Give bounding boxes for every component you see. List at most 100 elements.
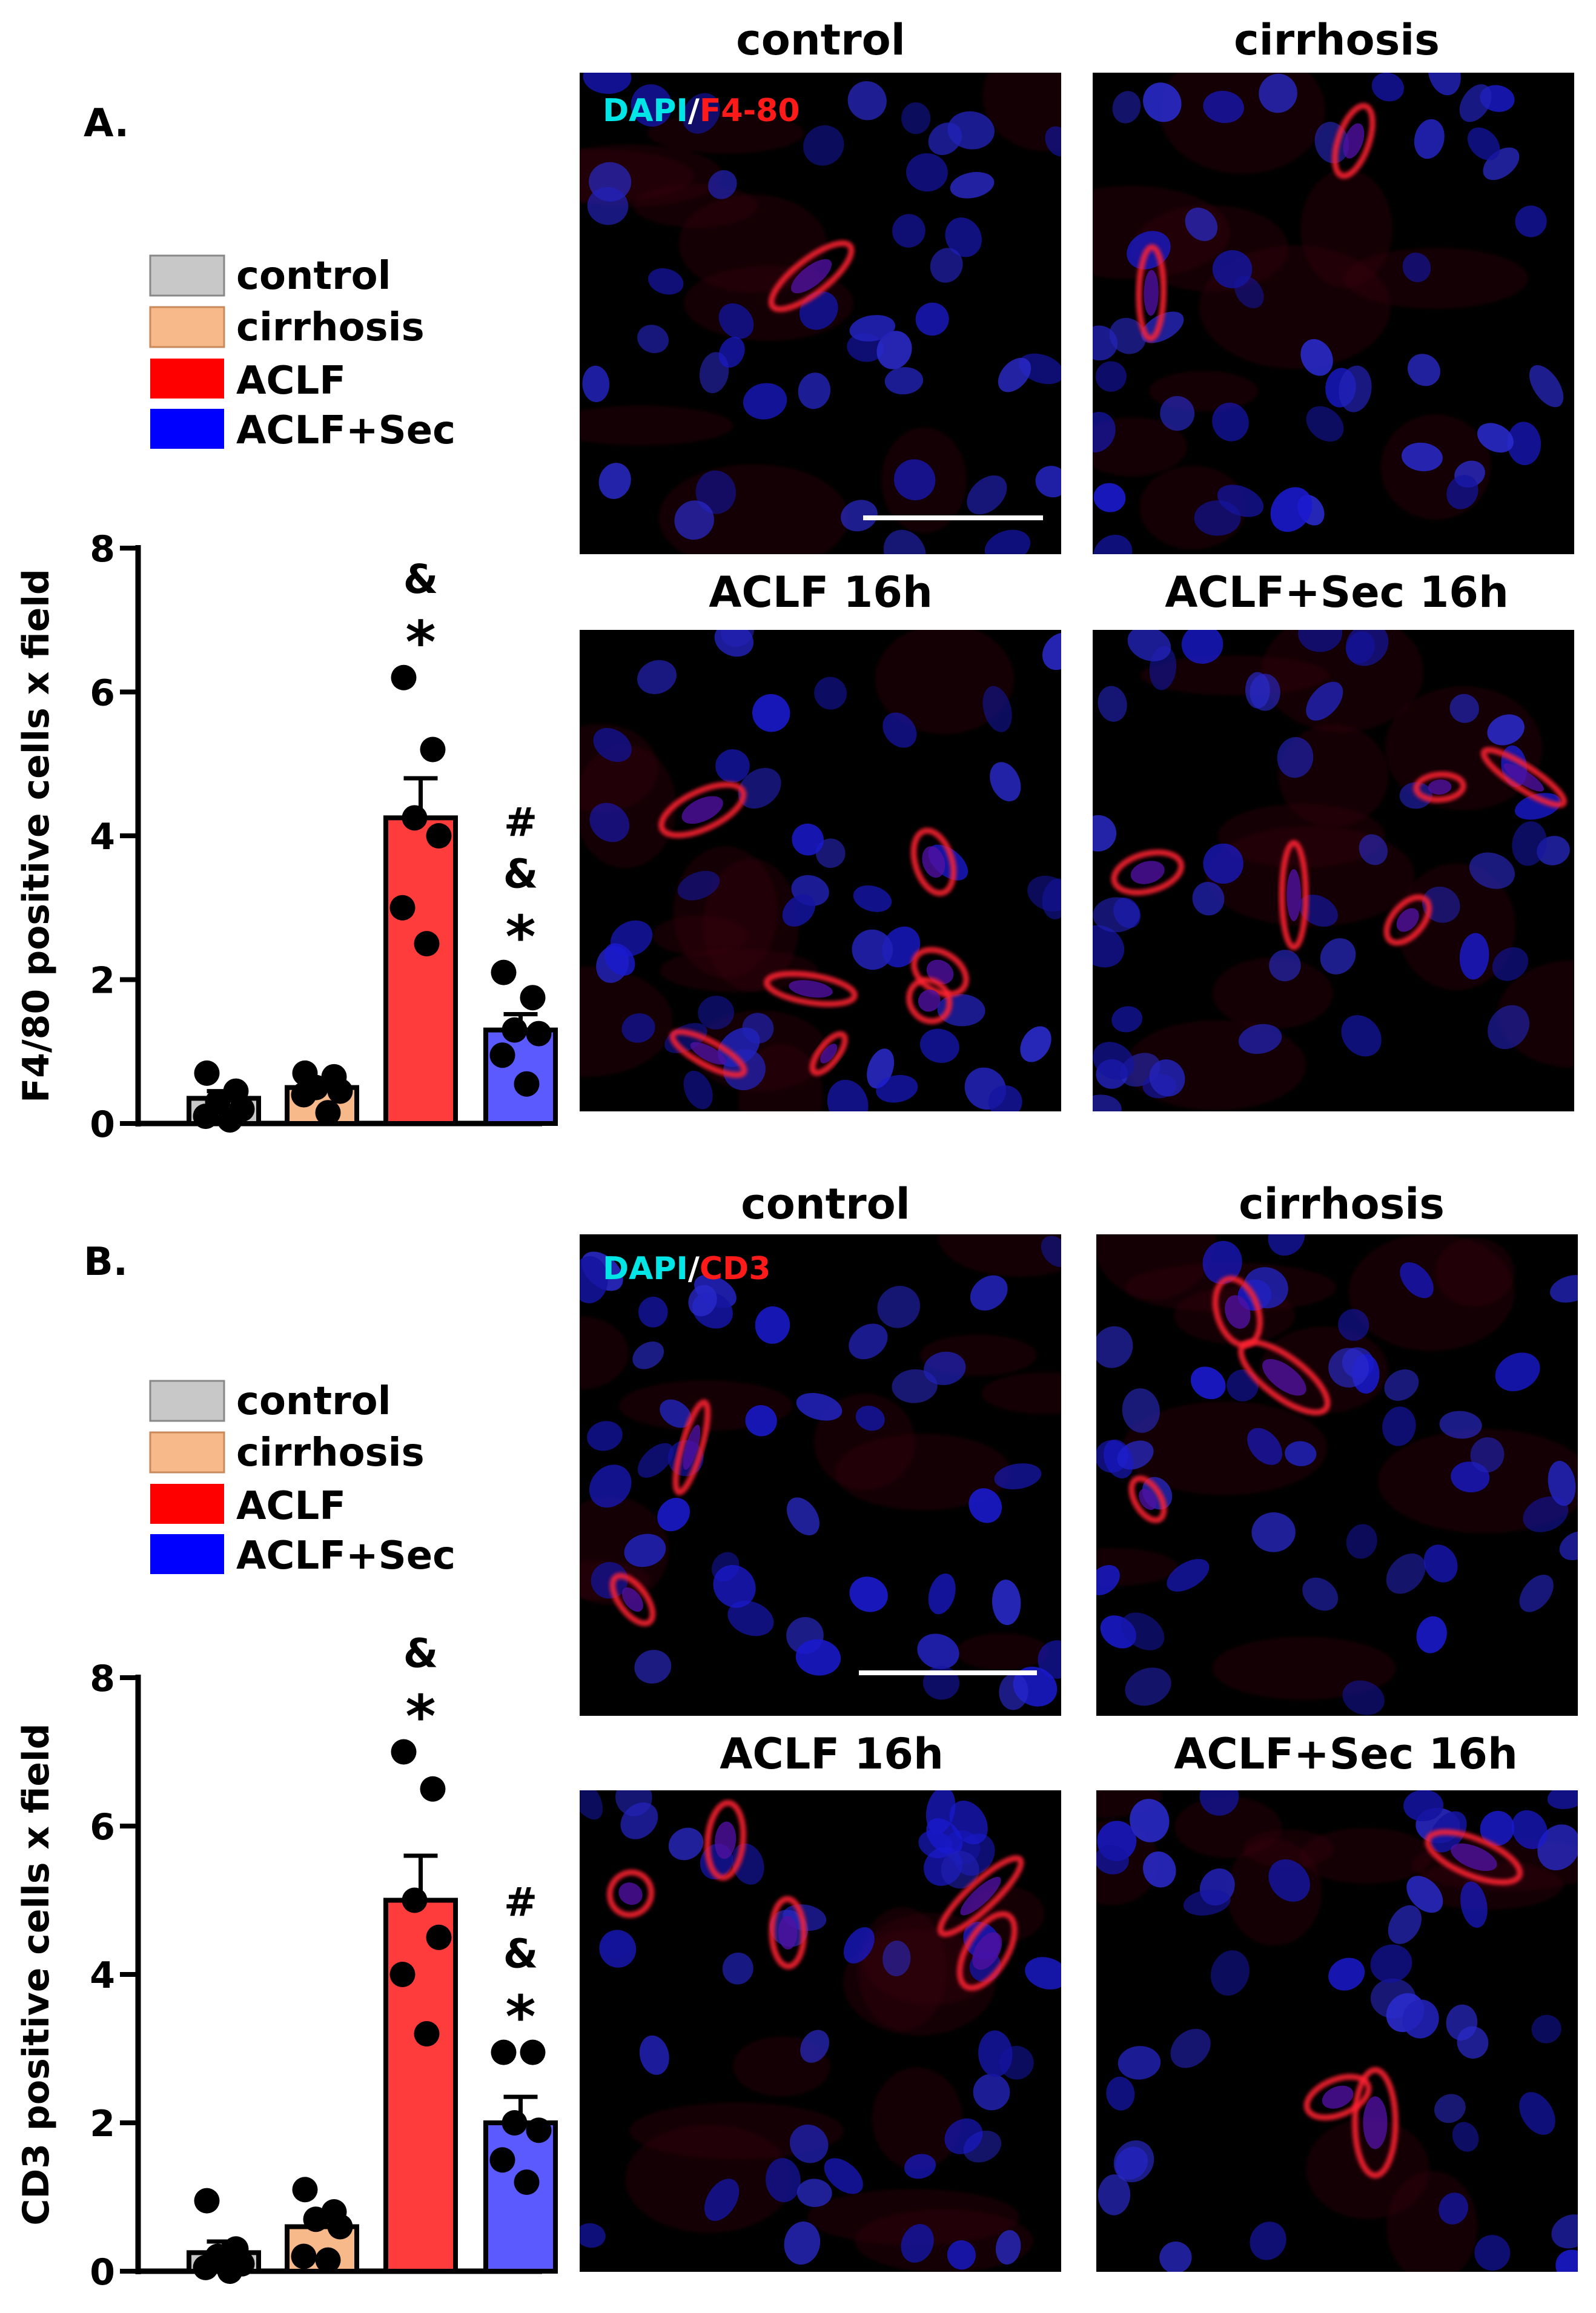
nucleus bbox=[990, 762, 1021, 802]
bar-aclf bbox=[383, 815, 458, 1126]
nucleus bbox=[1400, 1262, 1434, 1299]
nucleus bbox=[1551, 2214, 1578, 2249]
nucleus bbox=[1096, 1845, 1129, 1875]
micrograph-aclf-sec-a bbox=[1093, 630, 1574, 1111]
nucleus bbox=[1460, 1881, 1488, 1928]
significance-mark: * bbox=[405, 1683, 435, 1751]
labelled-cell bbox=[1413, 771, 1466, 803]
nucleus bbox=[1096, 1565, 1120, 1595]
nucleus bbox=[1452, 2122, 1479, 2152]
nucleus bbox=[1492, 947, 1529, 981]
nucleus bbox=[1122, 1388, 1160, 1433]
nucleus bbox=[580, 1256, 608, 1303]
data-point bbox=[194, 2188, 220, 2214]
nucleus bbox=[708, 170, 737, 199]
data-point bbox=[526, 2117, 552, 2143]
nucleus bbox=[1251, 1512, 1296, 1552]
nucleus bbox=[1459, 84, 1492, 122]
labelled-cell bbox=[1136, 243, 1167, 342]
nucleus bbox=[755, 1306, 790, 1344]
nucleus bbox=[639, 2035, 669, 2075]
data-point bbox=[315, 2247, 341, 2273]
nucleus bbox=[1104, 1439, 1134, 1478]
nucleus bbox=[660, 1399, 692, 1428]
nucleus bbox=[1093, 925, 1125, 968]
nucleus bbox=[1203, 843, 1243, 884]
data-point bbox=[420, 1776, 446, 1802]
significance-mark: # bbox=[504, 799, 537, 846]
nucleus bbox=[668, 1827, 704, 1861]
nucleus bbox=[683, 1070, 713, 1110]
nucleus bbox=[1428, 73, 1461, 96]
nucleus bbox=[1519, 2092, 1555, 2135]
nucleus bbox=[1143, 82, 1182, 122]
nucleus bbox=[1439, 1411, 1482, 1439]
nucleus bbox=[999, 1673, 1028, 1710]
nucleus bbox=[1495, 1352, 1540, 1392]
labelled-cell bbox=[609, 1572, 656, 1627]
nucleus bbox=[1268, 1234, 1305, 1256]
nucleus bbox=[698, 996, 735, 1030]
nucleus bbox=[928, 1573, 956, 1615]
nucleus bbox=[1402, 253, 1431, 282]
nucleus bbox=[1181, 630, 1223, 664]
data-point bbox=[194, 1060, 220, 1086]
nucleus bbox=[1459, 933, 1489, 980]
nucleus bbox=[1439, 2192, 1468, 2225]
nucleus bbox=[1093, 897, 1140, 933]
data-point bbox=[414, 2021, 440, 2047]
data-point bbox=[520, 985, 546, 1011]
data-point bbox=[391, 1739, 417, 1765]
nucleus bbox=[587, 187, 629, 225]
data-point bbox=[420, 736, 446, 763]
data-point bbox=[514, 2169, 540, 2195]
nucleus bbox=[998, 357, 1031, 392]
nucleus bbox=[1210, 1950, 1250, 1996]
micrograph-aclf-b bbox=[580, 1790, 1061, 2272]
legend-label-cirrhosis: cirrhosis bbox=[236, 305, 425, 350]
significance-mark: # bbox=[504, 1879, 537, 1926]
micrograph-control-b bbox=[580, 1234, 1061, 1716]
nucleus bbox=[1300, 339, 1333, 376]
data-point bbox=[526, 1021, 552, 1047]
nucleus bbox=[1277, 736, 1314, 778]
data-point bbox=[414, 931, 440, 957]
labelled-cell bbox=[1331, 102, 1376, 179]
nucleus bbox=[1093, 483, 1126, 512]
legend-label-control: control bbox=[236, 254, 391, 299]
nucleus bbox=[1467, 127, 1500, 160]
micrograph-title-control-b: control bbox=[741, 1179, 910, 1229]
nucleus bbox=[600, 1932, 632, 1959]
nucleus bbox=[1270, 487, 1313, 532]
nucleus bbox=[967, 475, 1007, 515]
y-tick-label: 2 bbox=[90, 960, 115, 1002]
nucleus bbox=[1446, 2004, 1478, 2040]
nucleus bbox=[631, 84, 672, 127]
nucleus bbox=[849, 1323, 888, 1360]
nucleus bbox=[1474, 2235, 1511, 2271]
labelled-cell bbox=[1480, 747, 1568, 808]
nucleus bbox=[738, 767, 781, 809]
legend-swatch-cirrhosis bbox=[149, 306, 225, 348]
nucleus bbox=[1446, 475, 1478, 509]
nucleus bbox=[1093, 325, 1118, 361]
nucleus bbox=[876, 331, 912, 369]
nucleus bbox=[853, 885, 892, 912]
nucleus bbox=[782, 894, 815, 927]
nucleus bbox=[1194, 500, 1241, 536]
legend-label-aclf: ACLF bbox=[236, 359, 346, 403]
nucleus bbox=[637, 1443, 674, 1478]
nucleus bbox=[657, 1498, 690, 1532]
nucleus bbox=[1547, 1790, 1578, 1809]
nucleus bbox=[1019, 353, 1061, 385]
labelled-cell bbox=[658, 781, 747, 839]
panel-letter-b: B. bbox=[84, 1240, 128, 1285]
nucleus bbox=[1098, 686, 1127, 722]
stain-f480-a: F4-80 bbox=[700, 93, 800, 129]
nucleus bbox=[1341, 1015, 1382, 1057]
labelled-cell bbox=[911, 947, 969, 998]
nucleus bbox=[1212, 402, 1249, 442]
micrograph-aclf-a bbox=[580, 630, 1061, 1111]
micrograph-grid-b: control cirrhosis ACLF 16h ACLF+Sec 16h … bbox=[580, 1179, 1578, 2272]
nucleus bbox=[947, 2240, 976, 2270]
